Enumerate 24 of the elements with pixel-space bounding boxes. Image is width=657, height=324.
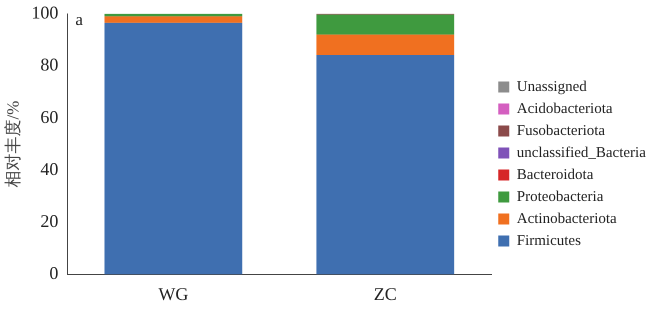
bar [104,14,242,16]
legend-label: Bacteroidota [516,166,594,183]
legend-label: Actinobacteriota [516,210,618,227]
y-tick-label: 40 [40,158,58,179]
y-tick-label: 0 [49,263,58,284]
bar [316,54,454,274]
legend-label: unclassified_Bacteria [516,144,646,161]
y-tick-label: 20 [40,211,58,232]
y-tick-label: 100 [31,2,58,23]
bar [104,22,242,274]
legend-label: Fusobacteriota [516,122,606,139]
x-tick-label: ZC [374,284,397,304]
y-tick-label: 80 [40,54,58,75]
bar [316,14,454,35]
legend-label: Acidobacteriota [516,100,613,117]
bar [316,34,454,55]
x-tick-label: WG [158,284,188,304]
annotation: a [75,10,84,29]
legend-label: Firmicutes [516,232,582,249]
y-tick-label: 60 [40,106,58,127]
y-axis-title: 相对丰度/% [4,100,23,188]
bar [104,16,242,23]
legend-label: Proteobacteria [516,188,604,205]
legend-label: Unassigned [516,78,588,95]
